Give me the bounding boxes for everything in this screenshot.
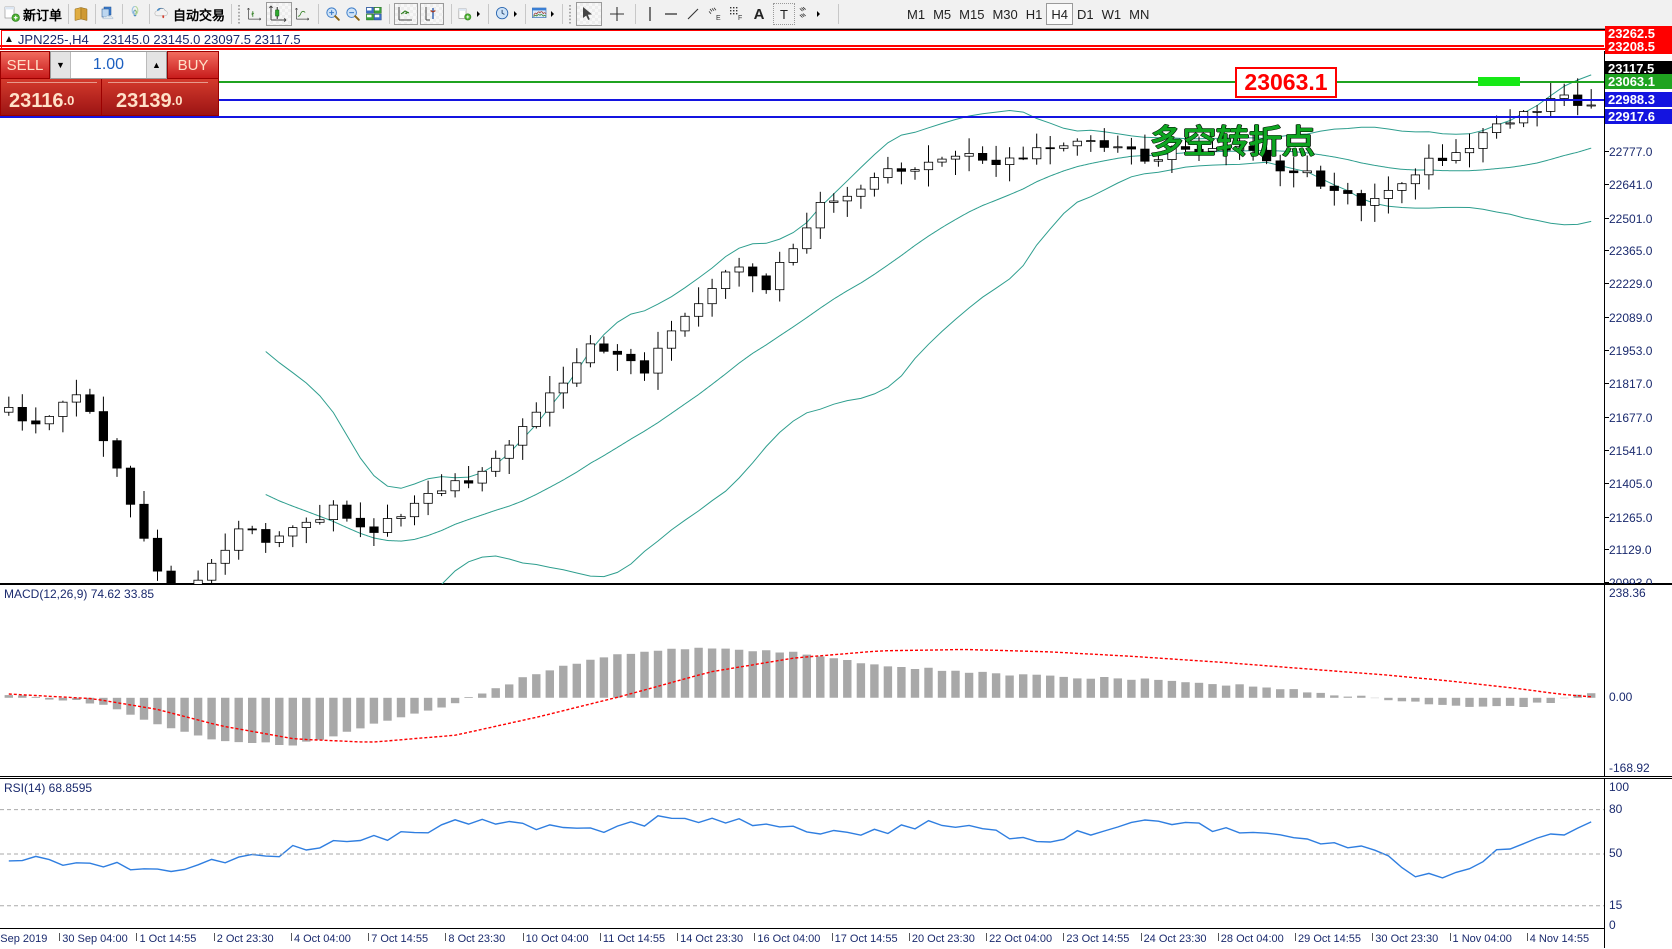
svg-text:E: E	[716, 15, 721, 22]
svg-text:F: F	[738, 15, 742, 22]
